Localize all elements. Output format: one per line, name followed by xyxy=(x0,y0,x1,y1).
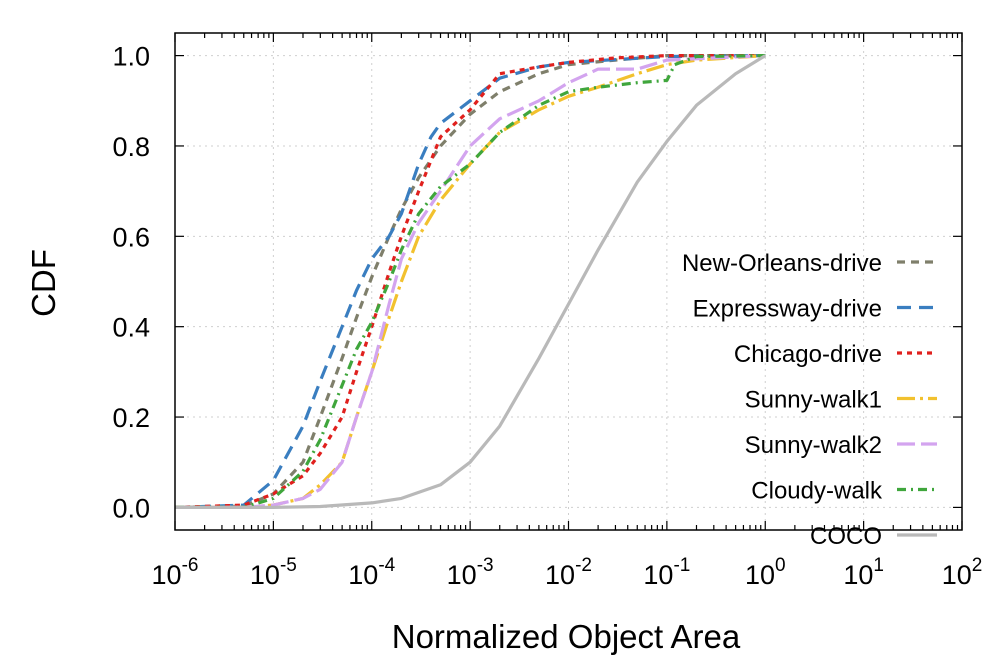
legend: New-Orleans-drive Expressway-drive Chicago… xyxy=(682,250,937,550)
legend-label-expressway-drive: Expressway-drive xyxy=(693,296,882,323)
legend-label-cloudy-walk: Cloudy-walk xyxy=(751,478,883,505)
x-tick-label: 101 xyxy=(843,555,884,590)
y-axis-title: CDF xyxy=(25,249,62,317)
legend-label-sunny-walk2: Sunny-walk2 xyxy=(745,432,882,459)
x-axis-title: Normalized Object Area xyxy=(392,618,741,655)
y-tick-label: 0.4 xyxy=(112,313,150,343)
x-tick-label: 10-3 xyxy=(447,555,494,590)
y-tick-label: 1.0 xyxy=(112,42,150,72)
legend-label-sunny-walk1: Sunny-walk1 xyxy=(745,387,882,414)
x-tick-label: 10-5 xyxy=(250,555,297,590)
legend-label-coco: COCO xyxy=(810,523,882,550)
plot-frame xyxy=(174,32,963,531)
series-line-new-orleans-drive xyxy=(174,53,766,509)
x-tick-label: 10-2 xyxy=(545,555,592,590)
x-tick-label: 10-6 xyxy=(152,555,199,590)
tick-layer: 10-6 10-5 10-4 10-3 10-2 10-1 100 101 102 0.0 0.2 0… xyxy=(112,33,982,590)
y-tick-label: 0.2 xyxy=(112,403,150,433)
x-tick-label: 102 xyxy=(942,555,983,590)
y-tick-label: 0.6 xyxy=(112,222,150,252)
y-tick-label: 0.0 xyxy=(112,493,150,523)
x-tick-label: 10-1 xyxy=(643,555,690,590)
series-line-expressway-drive xyxy=(174,54,766,509)
series-line-coco xyxy=(175,54,767,509)
legend-label-chicago-drive: Chicago-drive xyxy=(734,341,882,368)
x-tick-label: 10-4 xyxy=(348,555,395,590)
y-tick-label: 0.8 xyxy=(112,132,150,162)
series-line-sunny-walk2 xyxy=(175,54,766,509)
series-layer xyxy=(174,53,767,509)
grid-layer xyxy=(175,33,962,530)
legend-label-new-orleans-drive: New-Orleans-drive xyxy=(682,250,882,277)
x-tick-label: 100 xyxy=(745,555,786,590)
